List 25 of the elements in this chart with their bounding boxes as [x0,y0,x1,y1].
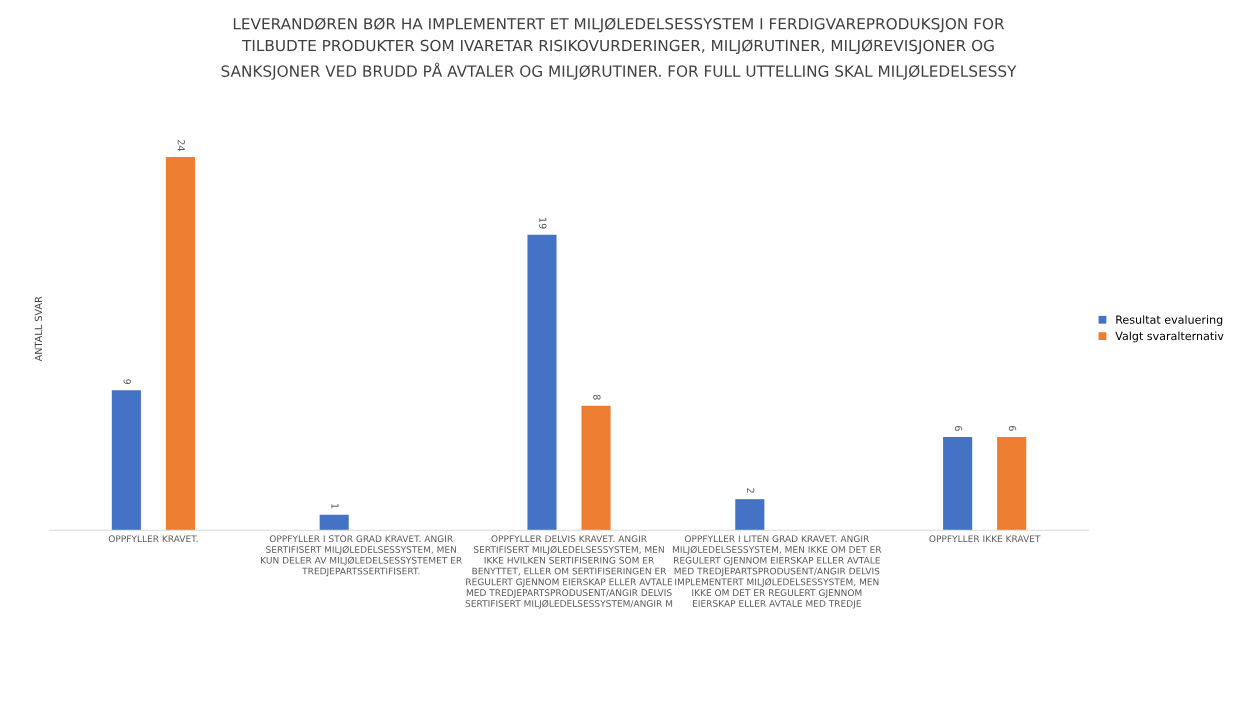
data-label: 2 [747,488,755,493]
bar [165,157,195,531]
legend-label: Resultat evaluering [1116,315,1223,326]
bar [581,405,611,531]
x-tick-label: OPPFYLLER KRAVET. [108,535,198,543]
bar [735,499,765,531]
legend-label: Valgt svaralternativ [1115,331,1224,343]
bar [111,390,141,531]
y-axis-title: ANTALL SVAR [34,296,43,362]
data-label: 19 [539,217,547,229]
bar [943,436,973,531]
bar [527,234,557,531]
bar [997,436,1027,531]
data-label: 6 [1008,425,1017,431]
bar [319,514,349,531]
x-tick-label: OPPFYLLER IKKE KRAVET [929,535,1041,543]
x-tick-label: OPPFYLLER DELVIS KRAVET. ANGIR SERTIFISERT MILJØLEDELSESSYSTEM, MEN IKKE HVILKEN SERTIFISERING SOM ER BENYTTET, ELLER OM SERTIFISERINGEN ER REGULERT GJENNOM EIERSKAP ELLER AVTALE MED TREDJEPARTSPRODUSENT/ANGIR DELVIS SERTIFISERT MILJØLEDELSESSYSTEM/ANGIR M [465,535,673,609]
data-label: 1 [331,504,339,509]
data-label: 24 [177,139,185,152]
data-label: 6 [954,425,963,431]
data-label: 9 [123,379,131,385]
data-label: 8 [593,394,601,400]
x-tick-label: OPPFYLLER I LITEN GRAD KRAVET. ANGIR MILJØLEDELSESSYSTEM, MEN IKKE OM DET ER REGULERT GJENNOM EIERSKAP ELLER AVTALE MED TREDJEPARTSPRODUSENT/ANGIR DELVIS IMPLEMENTERT MILJØLEDELSESSYSTEM, MEN IKKE OM DET ER REGULERT GJENNOM EIERSKAP ELLER AVTALE MED TREDJE [672,535,882,609]
x-tick-label: OPPFYLLER I STOR GRAD KRAVET. ANGIR SERTIFISERT MILJØLEDELSESSYSTEM, MEN KUN DELER AV MILJØLEDELSESSYSTEMET ER TREDJEPARTSSERTIFISERT. [261,535,462,577]
chart-title: LEVERANDØREN BØR HA IMPLEMENTERT ET MILJØLEDELSESSYSTEM I FERDIGVAREPRODUKSJON FOR TILBUDTE PRODUKTER SOM IVARETAR RISIKOVURDERINGER, MILJØRUTINER, MILJØREVISJONER OG SANKSJONER VED BRUDD PÅ AVTALER OG MILJØRUTINER. FOR FULL UTTELLING SKAL MILJØLEDELSESSY [221,17,1017,80]
